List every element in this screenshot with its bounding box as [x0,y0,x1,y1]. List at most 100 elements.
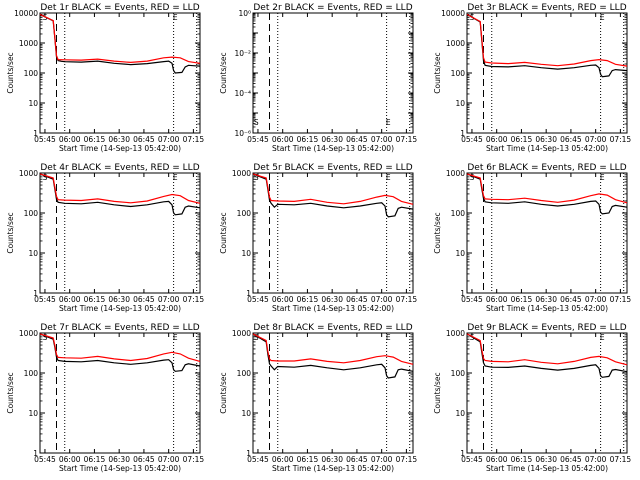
y-tick-label: 1 [33,129,38,138]
y-axis-label: Counts/sec [219,212,228,253]
x-tick-label: 06:30 [321,135,343,144]
x-tick-label: 06:00 [272,295,294,304]
x-tick-label: 06:15 [84,455,106,464]
y-tick-label: 10 [241,409,251,418]
x-tick-label: 07:15 [396,295,418,304]
x-tick-label: 06:45 [560,295,582,304]
panel-det-5r: Det 5r BLACK = Events, RED = LLD Counts/s… [219,163,417,313]
panel-title: Det 7r BLACK = Events, RED = LLD [40,323,199,333]
x-tick-label: 05:45 [34,295,56,304]
x-tick-label: 07:15 [183,135,205,144]
series-lld-line [466,173,628,204]
x-tick-label: 06:15 [297,455,319,464]
x-tick-label: 05:45 [247,295,269,304]
y-tick-label: 100 [24,69,39,78]
x-axis-label: Start Time (14-Sep-13 05:42:00) [486,144,608,153]
x-tick-label: 05:45 [34,455,56,464]
plot-frame [252,172,414,294]
series-events-line [466,333,628,378]
x-tick-label: 05:45 [247,135,269,144]
y-tick-label: 1000 [19,39,38,48]
x-tick-label: 06:45 [346,295,368,304]
y-axis-label: Counts/sec [433,372,442,413]
panel-det-7r: Det 7r BLACK = Events, RED = LLD Counts/s… [6,323,204,473]
x-tick-label: 06:30 [108,295,130,304]
x-tick-label: 06:00 [272,455,294,464]
series-lld-line [252,333,414,365]
marker-e: E [600,173,605,182]
marker-s: S [254,118,259,127]
y-tick-label: 10 [455,99,465,108]
panel-title: Det 9r BLACK = Events, RED = LLD [467,323,626,333]
x-tick-label: 06:15 [84,135,106,144]
marker-e: E [386,333,391,342]
x-tick-label: 07:15 [610,135,632,144]
x-tick-label: 06:45 [560,455,582,464]
y-axis-label: Counts/sec [219,52,228,93]
panel-title: Det 6r BLACK = Events, RED = LLD [467,163,626,173]
marker-s: S [43,173,48,182]
x-tick-label: 05:45 [34,135,56,144]
x-tick-label: 06:00 [486,135,508,144]
x-tick-label: 06:15 [297,295,319,304]
x-tick-label: 06:30 [108,455,130,464]
y-tick-label: 100 [451,69,466,78]
y-axis-label: Counts/sec [6,372,15,413]
y-tick-label: 1000 [232,169,251,178]
x-tick-label: 06:30 [535,135,557,144]
x-tick-label: 07:00 [585,135,607,144]
y-tick-label: 1000 [446,39,465,48]
plot-frame [39,332,201,454]
panel-det-1r: Det 1r BLACK = Events, RED = LLD Counts/s… [6,3,204,153]
plot-frame [466,172,628,294]
x-tick-label: 07:15 [610,295,632,304]
panel-title: Det 1r BLACK = Events, RED = LLD [40,3,199,13]
panel-det-6r: Det 6r BLACK = Events, RED = LLD Counts/s… [433,163,631,313]
panel-det-3r: Det 3r BLACK = Events, RED = LLD Counts/s… [433,3,631,153]
y-tick-label: 100 [237,369,252,378]
y-axis-label: Counts/sec [433,212,442,253]
y-tick-label: 10 [28,409,38,418]
x-tick-label: 07:00 [158,135,180,144]
series-events-line [39,13,201,74]
y-axis-label: Counts/sec [6,52,15,93]
x-tick-label: 07:15 [396,135,418,144]
x-tick-label: 06:15 [511,455,533,464]
x-tick-label: 06:30 [535,455,557,464]
marker-e: E [600,333,605,342]
y-tick-label: 1000 [19,329,38,338]
y-tick-label: 10 [28,99,38,108]
y-tick-label: 1000 [446,169,465,178]
x-tick-label: 06:30 [108,135,130,144]
x-tick-label: 05:45 [461,295,483,304]
marker-s: S [254,173,259,182]
y-tick-label: 10⁻⁴ [234,89,251,98]
series-events-line [252,173,414,218]
x-tick-label: 06:45 [346,135,368,144]
marker-e: E [600,13,605,22]
y-tick-label: 1 [460,449,465,458]
y-tick-label: 10000 [441,9,465,18]
y-tick-label: 100 [24,209,39,218]
x-tick-label: 06:30 [321,455,343,464]
series-lld-line [39,13,201,64]
marker-s: S [43,333,48,342]
series-lld-line [39,173,201,204]
series-events-line [39,173,201,216]
x-tick-label: 07:15 [183,455,205,464]
x-tick-label: 06:00 [272,135,294,144]
y-tick-label: 100 [451,369,466,378]
x-tick-label: 06:45 [560,135,582,144]
panel-title: Det 4r BLACK = Events, RED = LLD [40,163,199,173]
marker-s: S [254,333,259,342]
x-tick-label: 06:30 [535,295,557,304]
plot-frame [39,172,201,294]
x-axis-label: Start Time (14-Sep-13 05:42:00) [272,144,394,153]
y-tick-label: 1 [246,449,251,458]
x-tick-label: 07:00 [158,295,180,304]
series-events-line [466,13,628,78]
series-lld-line [39,333,201,362]
x-tick-label: 06:45 [133,135,155,144]
marker-e: E [386,173,391,182]
